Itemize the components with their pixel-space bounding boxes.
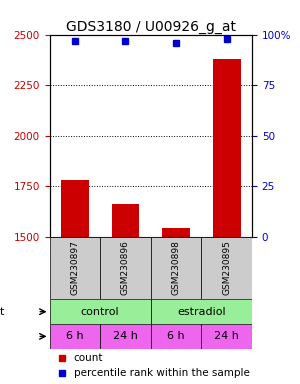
Text: GSM230898: GSM230898: [172, 240, 181, 295]
Text: 24 h: 24 h: [113, 331, 138, 341]
Bar: [50, 300, 151, 324]
Bar: [61, 180, 89, 237]
Text: GSM230896: GSM230896: [121, 240, 130, 295]
Text: estradiol: estradiol: [177, 307, 226, 317]
Text: 6 h: 6 h: [167, 331, 185, 341]
Bar: [100, 237, 151, 300]
Text: control: control: [81, 307, 119, 317]
Bar: [201, 237, 252, 300]
Bar: [100, 324, 151, 349]
Text: 6 h: 6 h: [66, 331, 84, 341]
Text: GSM230895: GSM230895: [222, 240, 231, 295]
Bar: [151, 300, 252, 324]
Bar: [162, 228, 190, 237]
Text: count: count: [74, 353, 103, 362]
Title: GDS3180 / U00926_g_at: GDS3180 / U00926_g_at: [66, 20, 236, 33]
Bar: [112, 204, 140, 237]
Bar: [151, 324, 201, 349]
Bar: [50, 324, 100, 349]
Bar: [50, 237, 100, 300]
Text: 24 h: 24 h: [214, 331, 239, 341]
Bar: [151, 237, 201, 300]
Text: agent: agent: [0, 307, 5, 317]
Bar: [213, 59, 241, 237]
Text: percentile rank within the sample: percentile rank within the sample: [74, 368, 250, 378]
Text: GSM230897: GSM230897: [70, 240, 79, 295]
Bar: [201, 324, 252, 349]
